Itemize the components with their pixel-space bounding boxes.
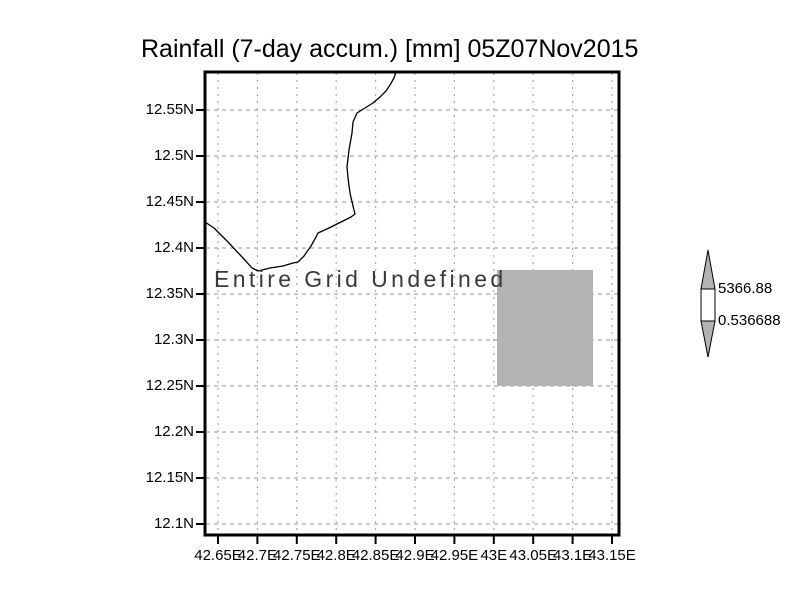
lat-tick-label: 12.35N (145, 285, 194, 302)
lon-tick-label: 42.95E (430, 547, 479, 564)
coastline (204, 71, 397, 272)
lat-tick-label: 12.55N (145, 101, 194, 118)
lon-tick-label: 42.7E (237, 547, 277, 564)
lat-tick-label: 12.2N (153, 423, 194, 440)
lat-tick-label: 12.4N (153, 239, 194, 256)
undefined-grid-message: Entire Grid Undefined (214, 266, 507, 292)
map-frame (203, 70, 621, 537)
lon-tick-label: 43.15E (588, 547, 636, 564)
colorbar-lower-triangle (700, 320, 716, 358)
lon-tick-label: 42.8E (316, 547, 356, 564)
lon-tick-label: 42.85E (351, 547, 400, 564)
lat-tick-label: 12.25N (145, 377, 194, 394)
lon-tick-label: 43E (480, 547, 508, 564)
lat-tick-label: 12.3N (153, 331, 194, 348)
lat-tick-label: 12.15N (145, 469, 194, 486)
colorbar-max-label: 5366.88 (718, 280, 773, 297)
colorbar-range-box (700, 288, 716, 322)
colorbar-min-label: 0.536688 (718, 312, 781, 329)
lon-tick-label: 42.9E (395, 547, 435, 564)
lat-tick-label: 12.5N (153, 147, 194, 164)
colorbar-upper-triangle (700, 249, 716, 290)
lon-tick-label: 42.65E (194, 547, 242, 564)
lat-tick-label: 12.45N (145, 193, 194, 210)
plot-title: Rainfall (7-day accum.) [mm] 05Z07Nov201… (141, 35, 639, 63)
lon-tick-label: 42.75E (273, 547, 321, 564)
shaded-undefined-region (497, 270, 593, 386)
lon-tick-label: 43.05E (509, 547, 557, 564)
lon-tick-label: 43.1E (552, 547, 593, 564)
lat-tick-label: 12.1N (153, 515, 194, 532)
